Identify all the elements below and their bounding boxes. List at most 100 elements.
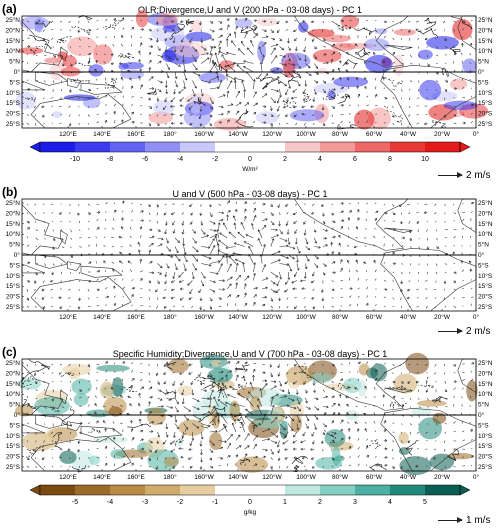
- wind-vector-head: [338, 242, 342, 246]
- wind-vector: [295, 237, 298, 245]
- wind-vector-head: [365, 445, 369, 448]
- wind-vector: [270, 259, 281, 264]
- wind-vector-head: [392, 380, 396, 384]
- wind-vector: [426, 220, 428, 223]
- divergence-contour: [338, 93, 351, 104]
- wind-vector-head: [203, 48, 207, 51]
- anomaly-shading: [398, 431, 409, 445]
- wind-vector: [296, 54, 301, 61]
- wind-vector: [69, 440, 71, 443]
- wind-vector: [374, 396, 376, 399]
- wind-vector-head: [129, 77, 133, 81]
- wind-vector: [383, 45, 385, 47]
- divergence-contour: [366, 440, 381, 448]
- wind-vector: [425, 380, 428, 383]
- wind-vector: [105, 304, 107, 307]
- anomaly-shading: [282, 59, 295, 78]
- wind-vector: [462, 430, 465, 433]
- wind-vector-head: [347, 77, 350, 81]
- wind-vector-head: [149, 28, 152, 32]
- wind-vector: [372, 235, 376, 239]
- wind-vector-head: [218, 239, 221, 243]
- wind-vector-head: [316, 397, 319, 401]
- wind-vector-head: [140, 456, 144, 460]
- wind-vector: [276, 20, 280, 25]
- anomaly-shading: [357, 380, 367, 397]
- wind-vector: [253, 102, 258, 107]
- wind-vector: [383, 420, 387, 424]
- colorbar-extend-right: [459, 484, 471, 496]
- wind-vector: [148, 297, 151, 300]
- wind-vector: [409, 406, 412, 408]
- wind-vector: [148, 288, 151, 292]
- latitude-label-right: 0°: [478, 68, 485, 76]
- divergence-contour: [449, 46, 461, 55]
- wind-vector-head: [354, 43, 358, 47]
- wind-vector: [218, 80, 222, 90]
- wind-vector-head: [237, 434, 241, 438]
- longitude-label: 120°E: [59, 130, 77, 138]
- wind-vector-head: [175, 84, 179, 88]
- wind-vector-head: [356, 85, 360, 88]
- wind-vector: [383, 219, 386, 222]
- coastline: [21, 423, 45, 434]
- anomaly-shading: [153, 100, 175, 115]
- wind-vector-head: [221, 112, 224, 116]
- wind-vector-head: [203, 276, 206, 279]
- wind-vector: [322, 212, 324, 217]
- wind-vector: [234, 77, 245, 81]
- wind-vector: [189, 114, 193, 116]
- wind-vector-head: [216, 229, 220, 232]
- wind-vector: [434, 297, 437, 299]
- wind-vector: [200, 280, 204, 287]
- wind-vector-head: [373, 259, 377, 263]
- wind-vector: [462, 36, 464, 39]
- wind-vector-head: [198, 102, 202, 105]
- wind-vector-head: [284, 395, 287, 398]
- wind-vector: [312, 363, 315, 366]
- divergence-contour: [146, 88, 157, 96]
- wind-vector: [331, 271, 336, 274]
- wind-vector-head: [393, 262, 396, 265]
- wind-vector: [164, 229, 167, 235]
- wind-vector: [392, 288, 394, 291]
- wind-vector-head: [258, 46, 262, 50]
- wind-vector: [148, 212, 151, 215]
- wind-vector: [225, 246, 236, 249]
- wind-vector: [236, 64, 245, 73]
- wind-vector: [365, 228, 367, 230]
- wind-vector: [408, 37, 411, 41]
- wind-vector-head: [188, 297, 192, 300]
- divergence-contour: [172, 429, 186, 447]
- wind-vector: [366, 104, 369, 107]
- wind-vector: [235, 274, 241, 281]
- wind-vector: [287, 414, 295, 422]
- wind-vector: [270, 105, 272, 111]
- wind-vector-head: [164, 223, 168, 226]
- wind-vector: [288, 63, 296, 66]
- coastline: [21, 21, 64, 73]
- wind-vector: [248, 254, 254, 264]
- wind-vector: [127, 396, 132, 399]
- wind-vector: [209, 288, 216, 293]
- wind-vector: [453, 236, 456, 239]
- wind-vector-head: [225, 246, 229, 250]
- wind-vector: [444, 457, 446, 459]
- longitude-label: 80°W: [332, 473, 349, 481]
- wind-vector: [70, 80, 72, 82]
- wind-vector: [418, 63, 420, 66]
- wind-vector: [354, 43, 359, 47]
- colorbar-bin: [110, 485, 145, 495]
- wind-vector-head: [200, 94, 204, 97]
- wind-vector-head: [113, 110, 116, 114]
- anomaly-shading: [189, 95, 203, 114]
- wind-vector: [427, 423, 429, 425]
- wind-vector: [192, 63, 198, 71]
- wind-vector-head: [139, 258, 143, 262]
- wind-vector: [157, 243, 163, 247]
- wind-vector-head: [206, 52, 209, 56]
- wind-vector: [418, 88, 420, 92]
- anomaly-shading: [51, 111, 63, 119]
- wind-vector-head: [325, 244, 328, 247]
- wind-vector: [26, 79, 29, 81]
